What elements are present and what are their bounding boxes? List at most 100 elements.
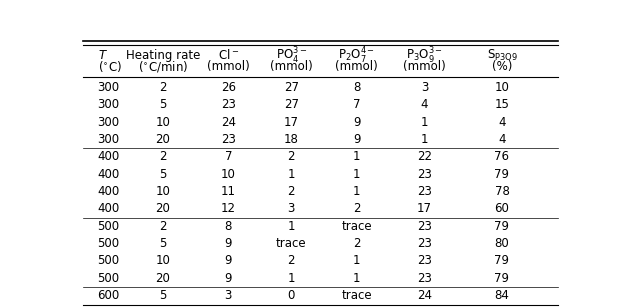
Text: 1: 1 [353,272,361,285]
Text: 20: 20 [156,272,171,285]
Text: 2: 2 [288,150,295,164]
Text: 500: 500 [98,237,119,250]
Text: 0: 0 [288,289,295,302]
Text: ($^{\circ}$C/min): ($^{\circ}$C/min) [138,59,188,74]
Text: 11: 11 [221,185,236,198]
Text: 10: 10 [156,185,171,198]
Text: 3: 3 [224,289,232,302]
Text: 26: 26 [221,81,236,94]
Text: 500: 500 [98,220,119,233]
Text: 300: 300 [98,99,119,111]
Text: 600: 600 [98,289,120,302]
Text: 23: 23 [417,220,432,233]
Text: 2: 2 [159,220,167,233]
Text: (mmol): (mmol) [335,60,378,73]
Text: 15: 15 [494,99,509,111]
Text: 9: 9 [353,116,361,129]
Text: 12: 12 [221,202,236,215]
Text: 78: 78 [494,185,509,198]
Text: 10: 10 [494,81,509,94]
Text: 23: 23 [221,133,236,146]
Text: 27: 27 [284,81,299,94]
Text: 23: 23 [221,99,236,111]
Text: 400: 400 [98,150,120,164]
Text: 60: 60 [494,202,509,215]
Text: 300: 300 [98,116,119,129]
Text: 10: 10 [221,168,236,181]
Text: ($^{\circ}$C): ($^{\circ}$C) [98,59,121,74]
Text: $T$: $T$ [98,49,107,62]
Text: 18: 18 [284,133,299,146]
Text: 7: 7 [224,150,232,164]
Text: 500: 500 [98,254,119,267]
Text: 23: 23 [417,185,432,198]
Text: 400: 400 [98,185,120,198]
Text: trace: trace [341,220,372,233]
Text: 24: 24 [221,116,236,129]
Text: 23: 23 [417,272,432,285]
Text: 10: 10 [156,254,171,267]
Text: 20: 20 [156,133,171,146]
Text: 1: 1 [353,168,361,181]
Text: (mmol): (mmol) [403,60,446,73]
Text: 3: 3 [421,81,428,94]
Text: (mmol): (mmol) [207,60,249,73]
Text: 7: 7 [353,99,361,111]
Text: 24: 24 [417,289,432,302]
Text: 5: 5 [159,237,167,250]
Text: 400: 400 [98,168,120,181]
Text: 4: 4 [498,116,506,129]
Text: (%): (%) [492,60,512,73]
Text: 9: 9 [353,133,361,146]
Text: 2: 2 [159,81,167,94]
Text: 2: 2 [288,185,295,198]
Text: 80: 80 [494,237,509,250]
Text: 79: 79 [494,272,509,285]
Text: 27: 27 [284,99,299,111]
Text: trace: trace [276,237,307,250]
Text: $\mathrm{PO_4^{3-}}$: $\mathrm{PO_4^{3-}}$ [276,45,307,66]
Text: 79: 79 [494,220,509,233]
Text: 9: 9 [224,272,232,285]
Text: 79: 79 [494,168,509,181]
Text: $\mathrm{P_3O_9^{3-}}$: $\mathrm{P_3O_9^{3-}}$ [406,45,443,66]
Text: 1: 1 [288,272,295,285]
Text: 5: 5 [159,289,167,302]
Text: 8: 8 [353,81,361,94]
Text: 4: 4 [498,133,506,146]
Text: 8: 8 [224,220,232,233]
Text: 1: 1 [353,185,361,198]
Text: Cl$^-$: Cl$^-$ [217,48,239,63]
Text: 1: 1 [288,220,295,233]
Text: 9: 9 [224,254,232,267]
Text: 17: 17 [417,202,432,215]
Text: 84: 84 [494,289,509,302]
Text: Heating rate: Heating rate [126,49,200,62]
Text: $\mathrm{S_{P3O9}}$: $\mathrm{S_{P3O9}}$ [486,48,518,63]
Text: trace: trace [341,289,372,302]
Text: 1: 1 [421,116,428,129]
Text: 23: 23 [417,168,432,181]
Text: 2: 2 [159,150,167,164]
Text: 5: 5 [159,99,167,111]
Text: $\mathrm{P_2O_7^{4-}}$: $\mathrm{P_2O_7^{4-}}$ [338,45,375,66]
Text: 300: 300 [98,133,119,146]
Text: 2: 2 [353,237,361,250]
Text: 1: 1 [353,254,361,267]
Text: 5: 5 [159,168,167,181]
Text: 300: 300 [98,81,119,94]
Text: 1: 1 [288,168,295,181]
Text: 2: 2 [288,254,295,267]
Text: 4: 4 [421,99,428,111]
Text: 400: 400 [98,202,120,215]
Text: 2: 2 [353,202,361,215]
Text: 22: 22 [417,150,432,164]
Text: 500: 500 [98,272,119,285]
Text: 10: 10 [156,116,171,129]
Text: 17: 17 [284,116,299,129]
Text: 23: 23 [417,237,432,250]
Text: 76: 76 [494,150,509,164]
Text: (mmol): (mmol) [270,60,312,73]
Text: 3: 3 [288,202,295,215]
Text: 9: 9 [224,237,232,250]
